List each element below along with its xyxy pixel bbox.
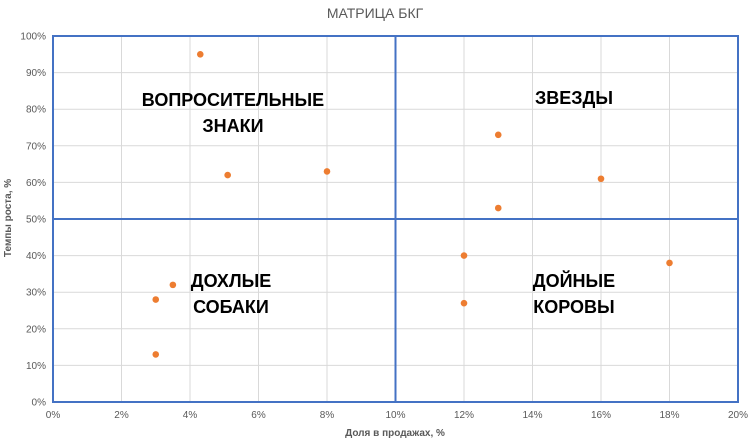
data-point <box>152 296 160 303</box>
x-tick-label: 4% <box>183 410 198 421</box>
y-tick-label: 60% <box>26 178 46 189</box>
y-tick-label: 10% <box>26 361 46 372</box>
x-tick-label: 8% <box>320 410 335 421</box>
x-tick-label: 16% <box>591 410 611 421</box>
quadrant-label-bottom-left: ДОХЛЫЕ <box>191 271 271 291</box>
y-tick-label: 30% <box>26 288 46 299</box>
chart-title: МАТРИЦА БКГ <box>327 5 424 21</box>
x-tick-label: 0% <box>46 410 61 421</box>
x-tick-label: 2% <box>114 410 129 421</box>
quadrant-label-bottom-right: КОРОВЫ <box>533 297 614 317</box>
quadrant-label-top-right: ЗВЕЗДЫ <box>535 88 613 108</box>
x-tick-label: 12% <box>454 410 474 421</box>
quadrant-label-top-left: ВОПРОСИТЕЛЬНЫЕ <box>142 90 324 110</box>
y-tick-label: 0% <box>32 398 47 409</box>
x-tick-label: 14% <box>522 410 542 421</box>
y-tick-label: 80% <box>26 105 46 116</box>
data-point <box>494 131 502 139</box>
y-tick-label: 50% <box>26 215 46 226</box>
quadrant-label-top-left: ЗНАКИ <box>202 116 263 136</box>
quadrant-labels: ВОПРОСИТЕЛЬНЫЕ ЗНАКИ ЗВЕЗДЫ ДОХЛЫЕ СОБАКИ ДОЙ… <box>142 88 615 317</box>
data-point <box>460 252 468 259</box>
data-point <box>323 168 331 175</box>
x-tick-label: 20% <box>728 410 748 421</box>
quadrant-label-bottom-left: СОБАКИ <box>193 297 269 317</box>
x-axis-ticks: 0% 2% 4% 6% 8% 10% 12% 14% 16% 18% 20% <box>46 410 748 421</box>
data-point <box>666 259 673 267</box>
y-tick-label: 70% <box>26 141 46 152</box>
data-point <box>196 51 204 58</box>
data-point <box>460 299 468 307</box>
y-tick-label: 40% <box>26 251 46 262</box>
data-point <box>224 171 231 179</box>
data-points <box>152 51 673 358</box>
quadrant-label-bottom-right: ДОЙНЫЕ <box>533 270 615 291</box>
data-point <box>597 175 605 183</box>
y-tick-label: 20% <box>26 324 46 335</box>
y-tick-label: 100% <box>20 32 46 43</box>
y-axis-title: Темпы роста, % <box>3 179 14 257</box>
data-point <box>169 281 177 289</box>
x-tick-label: 10% <box>385 410 405 421</box>
data-point <box>494 204 502 212</box>
quadrant-frame <box>52 35 739 403</box>
y-axis-ticks: 0% 10% 20% 30% 40% 50% 60% 70% 80% 90% 100% <box>20 32 46 409</box>
data-point <box>152 351 160 358</box>
y-tick-label: 90% <box>26 68 46 79</box>
x-tick-label: 18% <box>659 410 679 421</box>
x-axis-title: Доля в продажах, % <box>345 428 445 439</box>
x-tick-label: 6% <box>251 410 266 421</box>
